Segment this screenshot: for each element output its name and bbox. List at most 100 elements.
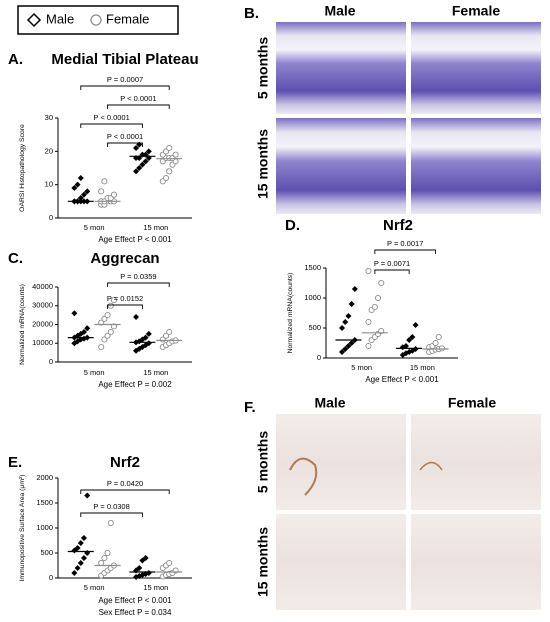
data-point: [166, 144, 173, 152]
p-value: P < 0.0001: [93, 113, 129, 122]
significance-bracket: [107, 104, 170, 109]
data-point: [71, 570, 78, 576]
significance-bracket: [374, 269, 410, 274]
effect-note: Age Effect P < 0.001: [98, 235, 172, 244]
y-tick-label: 0: [317, 353, 321, 362]
data-point: [133, 145, 140, 151]
legend-box: [17, 5, 179, 35]
data-point: [145, 148, 152, 155]
significance-bracket: [80, 512, 143, 517]
y-tick-label: 1500: [36, 498, 53, 507]
y-tick-label: 10: [45, 180, 53, 189]
panel-label: A.: [8, 51, 23, 68]
data-point: [80, 329, 87, 335]
y-tick-label: 30000: [32, 301, 53, 310]
histology-image: [411, 118, 541, 214]
y-tick-label: 40000: [32, 282, 53, 291]
row-title: 5 months: [255, 431, 271, 493]
p-value: P = 0.0007: [107, 75, 143, 84]
x-tick-label: 5 mon: [351, 363, 372, 372]
data-point: [162, 332, 170, 339]
p-value: P < 0.0001: [120, 94, 156, 103]
data-point: [374, 294, 382, 302]
data-point: [142, 158, 149, 165]
y-tick-label: 1500: [304, 263, 321, 272]
data-point: [71, 310, 78, 317]
ihc-image: [276, 414, 406, 510]
x-tick-label: 15 mon: [143, 223, 168, 232]
significance-bracket: [80, 123, 143, 128]
data-point: [80, 535, 87, 541]
data-point: [371, 303, 378, 311]
data-point: [412, 322, 419, 328]
data-point: [98, 559, 105, 567]
legend-marker: [90, 14, 102, 26]
histology-image: [411, 22, 541, 114]
y-tick-label: 20000: [32, 319, 53, 328]
data-point: [406, 337, 413, 343]
effect-note: Age Effect P < 0.001: [365, 375, 439, 384]
p-value: P = 0.0308: [93, 502, 129, 511]
histology-image: [276, 118, 406, 214]
y-tick-label: 1000: [304, 293, 321, 302]
effect-note: Age Effect P = 0.002: [98, 380, 172, 389]
data-point: [77, 560, 84, 566]
data-point: [101, 178, 108, 185]
histology-image: [276, 22, 406, 114]
data-point: [166, 559, 173, 567]
p-value: P < 0.0001: [107, 132, 143, 141]
data-point: [110, 191, 118, 198]
x-tick-label: 15 mon: [143, 583, 168, 592]
data-point: [80, 555, 87, 561]
significance-bracket: [80, 489, 170, 494]
data-point: [74, 181, 81, 188]
x-tick-label: 5 mon: [84, 583, 105, 592]
chart-title: Aggrecan: [90, 250, 159, 267]
y-axis-label: Normalized mRNA(counts): [19, 284, 26, 365]
data-point: [104, 332, 111, 339]
x-tick-label: 5 mon: [84, 223, 105, 232]
y-axis-label: Normalized mRNA(counts): [287, 273, 294, 354]
panel-label: E.: [8, 454, 22, 471]
column-title: Female: [452, 3, 500, 19]
chart-title: Nrf2: [383, 217, 413, 234]
y-tick-label: 10000: [32, 338, 53, 347]
y-tick-label: 0: [49, 213, 53, 222]
data-point: [166, 328, 173, 336]
row-title: 5 months: [255, 37, 271, 99]
effect-note: Sex Effect P = 0.034: [99, 608, 172, 617]
data-point: [345, 313, 352, 319]
data-point: [74, 565, 81, 571]
data-point: [84, 492, 91, 499]
row-title: 15 months: [255, 129, 271, 199]
chart-title: Medial Tibial Plateau: [51, 51, 198, 68]
significance-bracket: [107, 304, 143, 309]
y-axis-label: OARSI Histopathology Score: [19, 124, 26, 212]
data-point: [378, 279, 385, 287]
data-point: [342, 319, 349, 325]
column-title: Female: [448, 395, 496, 411]
data-point: [133, 314, 140, 320]
data-point: [139, 161, 146, 168]
data-point: [74, 545, 81, 551]
data-point: [348, 301, 355, 307]
stain: [289, 457, 318, 496]
data-point: [142, 555, 149, 561]
y-tick-label: 20: [45, 146, 53, 155]
data-point: [432, 339, 439, 347]
y-tick-label: 30: [45, 113, 53, 122]
significance-bracket: [374, 249, 437, 254]
panel-label: D.: [285, 217, 300, 234]
x-tick-label: 15 mon: [143, 368, 168, 377]
data-point: [107, 519, 114, 527]
data-point: [172, 151, 179, 158]
data-point: [77, 540, 84, 546]
p-value: P = 0.0017: [387, 239, 423, 248]
image-panel-f: F. Male Female 5 months 15 months: [244, 395, 541, 610]
data-point: [110, 297, 118, 304]
data-point: [107, 328, 114, 336]
data-point: [104, 549, 111, 557]
data-point: [101, 554, 108, 562]
y-tick-label: 0: [49, 357, 53, 366]
